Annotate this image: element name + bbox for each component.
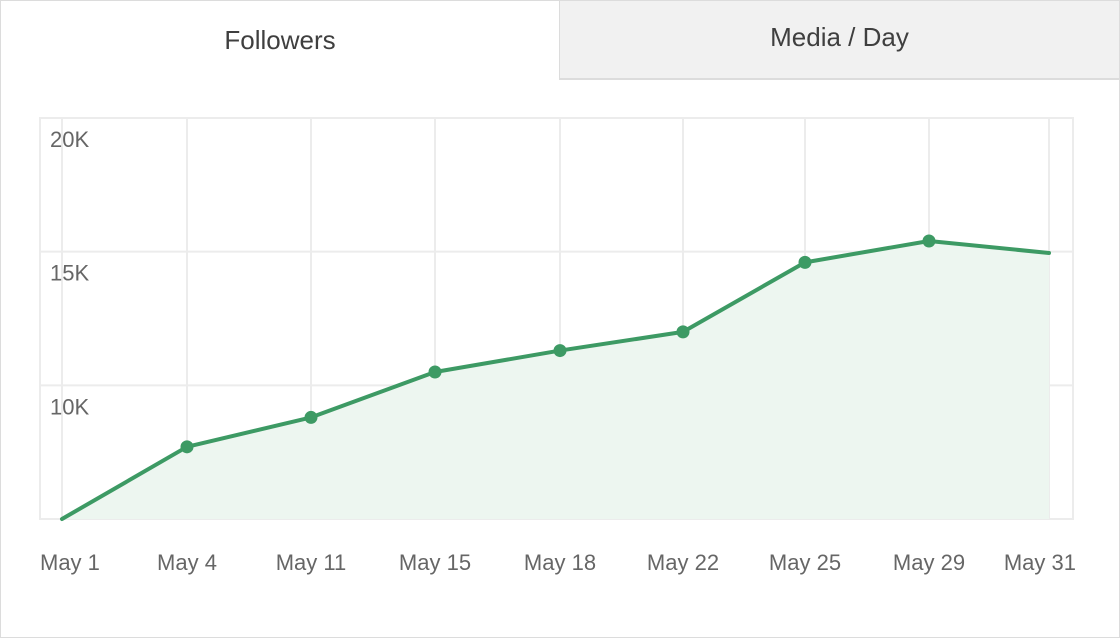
x-tick-label: May 4	[157, 550, 217, 575]
data-point	[922, 234, 936, 248]
data-point	[428, 365, 442, 379]
x-tick-label: May 11	[276, 550, 347, 575]
x-tick-label: May 25	[769, 550, 841, 575]
y-tick-label: 20K	[50, 127, 89, 152]
data-point	[553, 344, 567, 358]
data-point	[304, 410, 318, 424]
tab-followers[interactable]: Followers	[1, 1, 559, 80]
x-tick-label: May 18	[524, 550, 596, 575]
x-tick-label: May 22	[647, 550, 719, 575]
x-tick-label: May 31	[1004, 550, 1076, 575]
series-area	[62, 240, 1049, 519]
data-point	[180, 440, 194, 454]
y-tick-label: 10K	[50, 394, 89, 419]
x-tick-label: May 29	[893, 550, 965, 575]
data-point	[676, 325, 690, 339]
tab-media-per-day[interactable]: Media / Day	[559, 1, 1119, 80]
x-tick-label: May 1	[40, 550, 100, 575]
x-tick-label: May 15	[399, 550, 471, 575]
tab-bar: Followers Media / Day	[1, 1, 1119, 80]
y-tick-label: 15K	[50, 261, 89, 286]
data-point	[798, 255, 812, 269]
